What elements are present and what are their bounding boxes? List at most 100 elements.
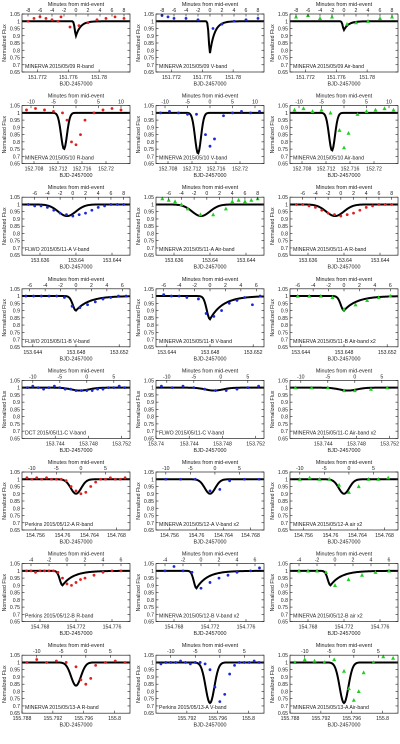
data-point-triangle bbox=[297, 568, 301, 573]
data-point bbox=[257, 384, 260, 388]
data-point bbox=[109, 296, 113, 299]
top-tick-label: -4 bbox=[311, 283, 316, 289]
y-tick-label: 0.75 bbox=[278, 605, 288, 611]
top-tick-label: -6 bbox=[38, 8, 43, 14]
x-tick-label: 151.776 bbox=[327, 75, 346, 81]
y-tick-label: 0.65 bbox=[144, 162, 154, 168]
top-tick-label: -6 bbox=[161, 283, 166, 289]
y-tick-label: 1 bbox=[17, 202, 20, 208]
x-tick-label: 152.708 bbox=[159, 167, 178, 173]
top-tick-label: 6 bbox=[109, 191, 112, 197]
top-tick-label: 0 bbox=[209, 8, 212, 14]
data-point bbox=[69, 485, 73, 488]
x-axis-label: BJD-2457000 bbox=[60, 723, 93, 729]
data-point bbox=[118, 477, 122, 481]
model-curve bbox=[22, 661, 130, 687]
data-point-triangle bbox=[230, 199, 235, 204]
y-tick-label: 0.75 bbox=[144, 697, 154, 703]
x-tick-label: 155.792 bbox=[177, 716, 196, 722]
data-point bbox=[224, 389, 228, 392]
data-point bbox=[25, 476, 29, 480]
y-tick-label: 0.9 bbox=[147, 34, 154, 40]
data-point bbox=[159, 111, 162, 115]
data-point bbox=[61, 576, 64, 580]
y-tick-label: 0.95 bbox=[278, 210, 288, 216]
data-point bbox=[42, 387, 45, 391]
data-point bbox=[164, 661, 168, 664]
y-tick-label: 0.85 bbox=[10, 682, 20, 688]
y-tick-label: 1.05 bbox=[10, 12, 20, 18]
top-tick-label: 5 bbox=[104, 466, 107, 472]
y-tick-label: 0.75 bbox=[144, 422, 154, 428]
x-tick-label: 153.644 bbox=[23, 350, 42, 356]
x-axis-label: BJD-2457000 bbox=[60, 356, 93, 362]
data-point bbox=[184, 661, 187, 664]
data-point-triangle bbox=[302, 657, 307, 662]
x-tick-label: 153.652 bbox=[378, 350, 397, 356]
x-axis-label: BJD-2457000 bbox=[328, 448, 361, 454]
x-tick-label: 154.768 bbox=[375, 533, 394, 539]
data-point bbox=[249, 111, 252, 115]
y-tick-label: 0.9 bbox=[13, 492, 20, 498]
data-point-triangle bbox=[297, 477, 302, 481]
top-tick-label: 10 bbox=[252, 100, 258, 106]
y-axis-label: Normalized Flux bbox=[2, 24, 8, 62]
panel-label: MINERVA 2015/05/11-B V-band bbox=[159, 339, 232, 345]
y-tick-label: 0.65 bbox=[10, 345, 20, 351]
y-tick-label: 1.05 bbox=[144, 287, 154, 293]
data-point bbox=[40, 477, 44, 481]
x-tick-label: 154.768 bbox=[31, 625, 50, 631]
x-axis-label: BJD-2457000 bbox=[60, 540, 93, 546]
data-point bbox=[34, 107, 37, 110]
data-point-triangle bbox=[325, 385, 330, 390]
y-tick-label: 1 bbox=[151, 111, 154, 117]
data-point bbox=[184, 16, 188, 20]
y-tick-label: 0.95 bbox=[278, 301, 288, 307]
data-point bbox=[339, 214, 343, 218]
top-tick-label: 0 bbox=[347, 466, 350, 472]
data-point bbox=[74, 143, 78, 147]
y-tick-label: 0.8 bbox=[281, 48, 288, 54]
y-tick-label: 0.85 bbox=[10, 407, 20, 413]
data-point bbox=[218, 488, 222, 491]
chart-panel: 1.051 0.950.90.850.8 0.750.70.65 151.772 151… bbox=[270, 2, 399, 88]
y-tick-label: 0.7 bbox=[147, 154, 154, 160]
top-tick-label: 6 bbox=[377, 191, 380, 197]
panel-label: MINERVA 2015/05/09 R-band bbox=[25, 64, 94, 70]
data-point bbox=[79, 578, 82, 581]
y-tick-label: 1 bbox=[17, 477, 20, 483]
y-tick-label: 1.05 bbox=[144, 104, 154, 110]
top-tick-label: 8 bbox=[257, 8, 260, 14]
data-point bbox=[55, 294, 59, 298]
data-point bbox=[371, 204, 374, 208]
y-tick-label: 0.85 bbox=[10, 316, 20, 322]
y-tick-label: 0.7 bbox=[281, 429, 288, 435]
data-point bbox=[59, 477, 63, 481]
top-tick-label: 4 bbox=[365, 191, 368, 197]
data-point bbox=[197, 297, 200, 301]
data-point bbox=[69, 387, 72, 391]
y-tick-label: 0.65 bbox=[10, 528, 20, 534]
top-axis-label: Minutes from mid-event bbox=[182, 643, 239, 649]
model-curve bbox=[22, 478, 130, 495]
data-point-triangle bbox=[386, 475, 391, 480]
data-point-triangle bbox=[356, 689, 361, 694]
data-point bbox=[45, 476, 48, 480]
data-point bbox=[38, 15, 42, 19]
x-tick-label: 151.772 bbox=[162, 75, 181, 81]
x-axis-label: BJD-2457000 bbox=[194, 82, 227, 88]
panel-label: MINERVA 2015/05/12-A air x2 bbox=[293, 522, 362, 528]
top-tick-label: 0 bbox=[75, 283, 78, 289]
y-tick-label: 0.85 bbox=[278, 499, 288, 505]
y-tick-label: 0.8 bbox=[147, 598, 154, 604]
data-point-triangle bbox=[173, 199, 178, 204]
x-tick-label: 155.796 bbox=[342, 716, 361, 722]
top-tick-label: -5 bbox=[325, 374, 330, 380]
y-tick-label: 0.85 bbox=[10, 133, 20, 139]
top-tick-label: -5 bbox=[191, 374, 196, 380]
data-point bbox=[198, 661, 202, 664]
y-axis-label: Normalized Flux bbox=[2, 482, 8, 520]
y-tick-label: 0.7 bbox=[147, 338, 154, 344]
data-point-triangle bbox=[354, 20, 358, 25]
